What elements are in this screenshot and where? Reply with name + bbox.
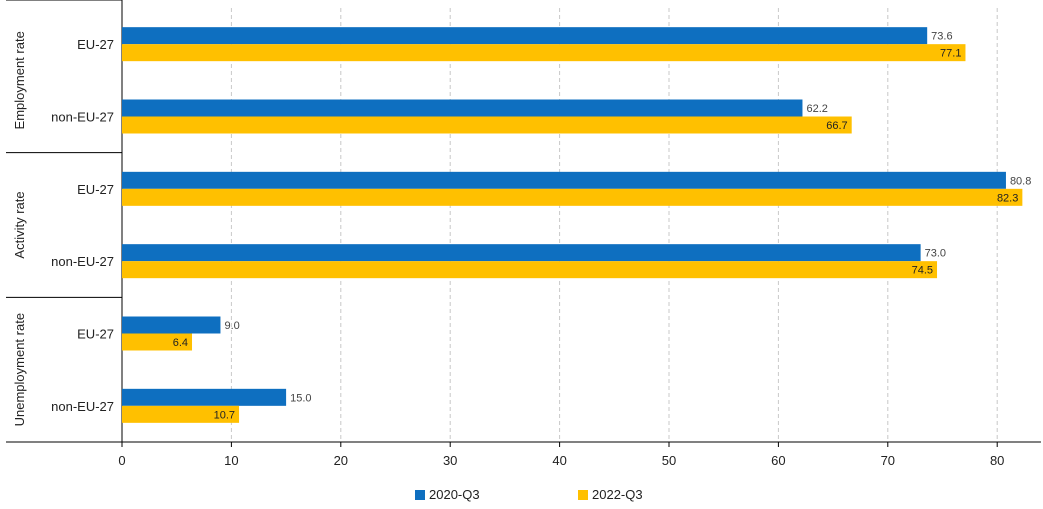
legend-item-2020-q3: 2020-Q3: [415, 487, 480, 502]
category-label: EU-27: [77, 327, 114, 342]
data-label-2022-q3: 77.1: [940, 48, 961, 60]
data-label-2022-q3: 6.4: [173, 337, 188, 349]
category-label: non-EU-27: [51, 110, 114, 125]
data-label-2020-q3: 73.0: [925, 248, 946, 260]
bar-2020-q3: [122, 171, 1006, 189]
legend-swatch-2020-q3: [415, 489, 425, 500]
x-tick-label: 30: [443, 453, 457, 468]
bar-2022-q3: [122, 405, 240, 423]
legend-label-2022-q3: 2022-Q3: [592, 487, 643, 502]
data-label-2020-q3: 80.8: [1010, 175, 1031, 187]
bar-2020-q3: [122, 388, 287, 406]
legend: 2020-Q3 2022-Q3: [0, 487, 1043, 507]
group-label: Activity rate: [12, 191, 27, 258]
x-tick-label: 80: [990, 453, 1004, 468]
x-tick-label: 60: [771, 453, 785, 468]
group-label: Employment rate: [12, 31, 27, 129]
bar-2022-q3: [122, 188, 1023, 206]
data-label-2022-q3: 74.5: [912, 265, 933, 277]
bar-2020-q3: [122, 99, 803, 117]
data-label-2020-q3: 15.0: [290, 392, 311, 404]
data-label-2020-q3: 73.6: [931, 31, 952, 43]
legend-swatch-2022-q3: [578, 489, 588, 500]
category-label: EU-27: [77, 37, 114, 52]
bar-chart: 0 10 20 30 40 50 60 70 80 Employment rate EU-27 non…: [6, 0, 1041, 468]
bar-2022-q3: [122, 333, 193, 351]
legend-label-2020-q3: 2020-Q3: [429, 487, 480, 502]
bar-2022-q3: [122, 44, 966, 62]
x-tick-label: 0: [118, 453, 125, 468]
data-label-2020-q3: 9.0: [224, 320, 239, 332]
x-tick-label: 70: [881, 453, 895, 468]
bar-2020-q3: [122, 27, 928, 45]
data-label-2022-q3: 10.7: [214, 409, 235, 421]
legend-item-2022-q3: 2022-Q3: [578, 487, 643, 502]
category-label: EU-27: [77, 182, 114, 197]
x-tick-label: 20: [334, 453, 348, 468]
x-tick-label: 50: [662, 453, 676, 468]
category-label: non-EU-27: [51, 399, 114, 414]
bar-2020-q3: [122, 244, 921, 262]
group-label: Unemployment rate: [12, 313, 27, 426]
bar-2022-q3: [122, 116, 852, 134]
bar-2022-q3: [122, 261, 938, 279]
data-label-2020-q3: 62.2: [806, 103, 827, 115]
data-label-2022-q3: 66.7: [826, 120, 847, 132]
data-label-2022-q3: 82.3: [997, 192, 1018, 204]
x-tick-label: 10: [224, 453, 238, 468]
bar-2020-q3: [122, 316, 221, 334]
x-tick-label: 40: [552, 453, 566, 468]
category-label: non-EU-27: [51, 254, 114, 269]
